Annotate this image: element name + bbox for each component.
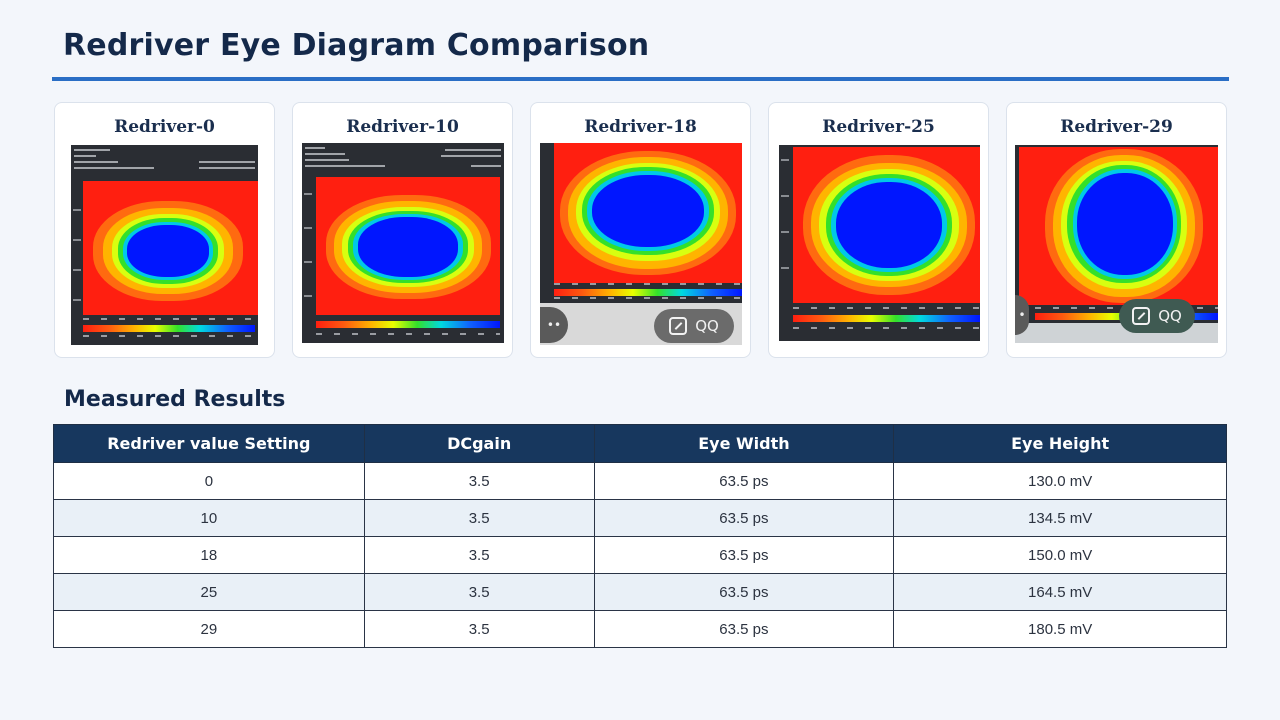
table-cell: 63.5 ps bbox=[593, 536, 895, 574]
eye-diagram-image: •• QQ bbox=[540, 143, 742, 345]
table-cell: 180.5 mV bbox=[893, 610, 1227, 648]
eye-card-title: Redriver-10 bbox=[346, 117, 459, 137]
open-external-icon bbox=[669, 317, 688, 335]
table-header-row: Redriver value Setting DCgain Eye Width … bbox=[53, 424, 1227, 463]
table-cell: 3.5 bbox=[363, 499, 595, 537]
table-cell: 130.0 mV bbox=[893, 462, 1227, 500]
eye-card-redriver-18: Redriver-18 •• QQ bbox=[530, 102, 751, 358]
eye-card-redriver-25: Redriver-25 bbox=[768, 102, 989, 358]
eye-diagram-image bbox=[779, 145, 980, 341]
column-header: DCgain bbox=[363, 424, 595, 463]
table-cell: 3.5 bbox=[363, 610, 595, 648]
more-dots-icon[interactable]: •• bbox=[540, 307, 568, 343]
eye-diagram-image: • QQ bbox=[1015, 145, 1218, 343]
eye-card-redriver-29: Redriver-29 • QQ bbox=[1006, 102, 1227, 358]
table-cell: 164.5 mV bbox=[893, 573, 1227, 611]
table-row: 18 3.5 63.5 ps 150.0 mV bbox=[53, 536, 1227, 574]
table-cell: 29 bbox=[53, 610, 365, 648]
eye-card-title: Redriver-29 bbox=[1060, 117, 1173, 137]
share-label: QQ bbox=[695, 317, 719, 335]
table-cell: 0 bbox=[53, 462, 365, 500]
share-label: QQ bbox=[1158, 307, 1182, 325]
results-table: Redriver value Setting DCgain Eye Width … bbox=[53, 424, 1227, 648]
section-title: Measured Results bbox=[64, 387, 286, 412]
table-cell: 63.5 ps bbox=[593, 462, 895, 500]
table-row: 29 3.5 63.5 ps 180.5 mV bbox=[53, 610, 1227, 648]
table-cell: 63.5 ps bbox=[593, 610, 895, 648]
table-cell: 134.5 mV bbox=[893, 499, 1227, 537]
table-cell: 18 bbox=[53, 536, 365, 574]
eye-diagram-image bbox=[302, 143, 504, 343]
table-row: 10 3.5 63.5 ps 134.5 mV bbox=[53, 499, 1227, 537]
column-header: Redriver value Setting bbox=[53, 424, 365, 463]
table-cell: 10 bbox=[53, 499, 365, 537]
eye-diagram-gallery: Redriver-0 Redriver-10 bbox=[54, 102, 1228, 358]
table-cell: 3.5 bbox=[363, 536, 595, 574]
table-cell: 150.0 mV bbox=[893, 536, 1227, 574]
table-cell: 25 bbox=[53, 573, 365, 611]
page-title: Redriver Eye Diagram Comparison bbox=[63, 28, 650, 63]
eye-card-redriver-0: Redriver-0 bbox=[54, 102, 275, 358]
share-button[interactable]: QQ bbox=[1119, 299, 1195, 333]
eye-card-redriver-10: Redriver-10 bbox=[292, 102, 513, 358]
table-row: 25 3.5 63.5 ps 164.5 mV bbox=[53, 573, 1227, 611]
eye-diagram-image bbox=[71, 145, 258, 345]
eye-card-title: Redriver-18 bbox=[584, 117, 697, 137]
eye-card-title: Redriver-0 bbox=[114, 117, 215, 137]
column-header: Eye Height bbox=[893, 424, 1227, 463]
table-cell: 63.5 ps bbox=[593, 499, 895, 537]
share-button[interactable]: QQ bbox=[654, 309, 734, 343]
table-row: 0 3.5 63.5 ps 130.0 mV bbox=[53, 462, 1227, 500]
eye-card-title: Redriver-25 bbox=[822, 117, 935, 137]
title-divider bbox=[52, 77, 1229, 81]
open-external-icon bbox=[1132, 307, 1151, 325]
column-header: Eye Width bbox=[593, 424, 895, 463]
table-cell: 3.5 bbox=[363, 462, 595, 500]
table-cell: 3.5 bbox=[363, 573, 595, 611]
table-cell: 63.5 ps bbox=[593, 573, 895, 611]
more-dots-icon[interactable]: • bbox=[1015, 295, 1029, 335]
